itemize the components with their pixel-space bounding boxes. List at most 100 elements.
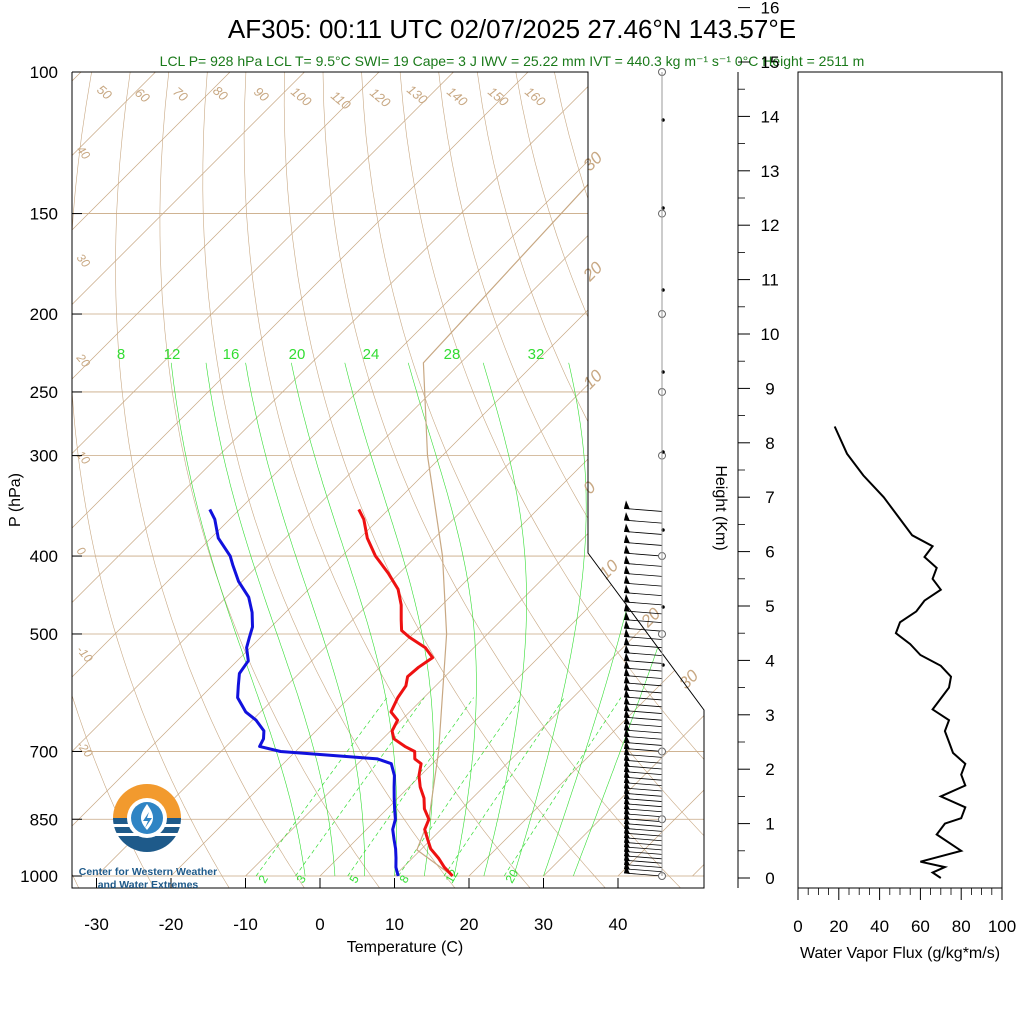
wind-barb-pennant bbox=[624, 620, 630, 630]
mixing-ratio-line bbox=[443, 697, 565, 877]
skewt-plot: 50 60 70 80 90 100 110 120 130 140 150 160403020100… bbox=[0, 63, 1024, 956]
flux-frame bbox=[797, 71, 1003, 889]
y-tick-label: 400 bbox=[30, 547, 58, 566]
wind-barb bbox=[623, 776, 663, 781]
height-tick-label: 13 bbox=[761, 162, 780, 181]
isotherm-line bbox=[72, 72, 231, 877]
wind-barb bbox=[623, 652, 663, 657]
logo-badge bbox=[113, 784, 181, 852]
dry-adiabat-label: 110 bbox=[328, 88, 354, 113]
dry-adiabat-label: 100 bbox=[288, 84, 315, 110]
dry-adiabat-label: 90 bbox=[251, 84, 272, 105]
wind-barb bbox=[623, 837, 663, 842]
wind-barb bbox=[623, 582, 663, 587]
dry-adiabat-line bbox=[283, 72, 611, 888]
wind-barb bbox=[623, 864, 663, 868]
wind-barb bbox=[623, 855, 663, 860]
flux-x-axis-label: Water Vapor Flux (g/kg*m/s) bbox=[800, 945, 1000, 962]
y-tick-label: 150 bbox=[30, 205, 58, 224]
y-axis-label: P (hPa) bbox=[7, 473, 24, 527]
wind-barb bbox=[623, 808, 663, 813]
cw3e-logo: Center for Western Weather and Water Ext… bbox=[79, 784, 217, 891]
dry-adiabat-line bbox=[438, 72, 704, 888]
isotherm-label: 10 bbox=[74, 448, 94, 467]
wind-barb bbox=[623, 798, 663, 802]
flux-tick-label: 40 bbox=[870, 917, 889, 936]
wind-barb-pennant bbox=[624, 709, 630, 719]
wind-barb bbox=[623, 542, 663, 546]
dry-adiabat-line bbox=[243, 72, 535, 888]
flux-tick-label: 80 bbox=[952, 917, 971, 936]
height-tick-label: 11 bbox=[761, 271, 779, 290]
wind-barb bbox=[623, 592, 663, 597]
dry-adiabat-line bbox=[115, 72, 309, 888]
plot-frame bbox=[71, 71, 705, 889]
flux-tick-label: 20 bbox=[829, 917, 848, 936]
background-labels: 50 60 70 80 90 100 110 120 130 140 150 160403020100… bbox=[73, 82, 703, 886]
wind-barb bbox=[623, 696, 663, 701]
wind-barb-pennant bbox=[624, 565, 630, 575]
dry-adiabat-line bbox=[863, 72, 1024, 893]
wind-barb bbox=[623, 627, 663, 632]
sounding-lines bbox=[208, 72, 693, 878]
wind-barb bbox=[623, 818, 663, 823]
wind-barb-pennant bbox=[624, 667, 630, 677]
mixing-ratio-label: 12 bbox=[164, 346, 181, 363]
wind-barb-pennant bbox=[624, 695, 630, 705]
height-tick-label: 3 bbox=[765, 706, 774, 725]
mixing-ratio-label: 16 bbox=[223, 346, 240, 363]
chart-subtitle: LCL P= 928 hPa LCL T= 9.5°C SWI= 19 Cape… bbox=[160, 53, 865, 69]
dry-adiabat-line bbox=[709, 72, 1024, 893]
x-tick-label: 40 bbox=[609, 915, 628, 934]
wind-barb bbox=[623, 552, 663, 557]
height-tick-label: 7 bbox=[765, 488, 774, 507]
chart-title: AF305: 00:11 UTC 02/07/2025 27.46°N 143.… bbox=[228, 14, 796, 44]
dry-adiabat-label: 50 bbox=[94, 82, 115, 103]
wind-barb-pennant bbox=[624, 715, 630, 725]
x-tick-label: -20 bbox=[159, 915, 184, 934]
height-tick-label: 10 bbox=[761, 325, 780, 344]
moist-adiabat-line bbox=[205, 362, 336, 877]
isotherm-label-right: 20 bbox=[579, 258, 607, 286]
dry-adiabat-label: 140 bbox=[444, 84, 471, 110]
isotherm-line bbox=[767, 72, 1024, 876]
isotherm-line bbox=[72, 72, 704, 877]
dry-adiabat-line bbox=[0, 72, 6, 893]
isotherm-line bbox=[319, 72, 704, 877]
wind-barb-pennant bbox=[624, 555, 630, 565]
dry-adiabat-line bbox=[399, 72, 704, 888]
wind-barb-pennant bbox=[624, 628, 630, 638]
wind-barb bbox=[623, 748, 663, 752]
wind-barb-pennant bbox=[624, 688, 630, 698]
wind-barb bbox=[623, 771, 663, 776]
dry-adiabat-line bbox=[940, 72, 1024, 893]
x-tick-label: 20 bbox=[460, 915, 479, 934]
wind-barb-pennant bbox=[624, 545, 630, 555]
mixing-ratio-label: 5 bbox=[346, 872, 362, 885]
mixing-ratio-label: 32 bbox=[528, 346, 545, 363]
wind-barb bbox=[623, 660, 663, 664]
wind-barb bbox=[623, 841, 663, 846]
dry-adiabat-label: 150 bbox=[485, 84, 512, 110]
isotherm-line bbox=[617, 72, 704, 877]
isotherm-label-right: 30 bbox=[579, 148, 606, 175]
y-tick-label: 1000 bbox=[20, 867, 58, 886]
isotherm-label: 30 bbox=[74, 251, 94, 270]
wind-barb bbox=[623, 742, 663, 746]
wind-barb-pennant bbox=[624, 652, 630, 662]
dry-adiabat-label: 130 bbox=[404, 82, 431, 108]
x-tick-label: -30 bbox=[84, 915, 109, 934]
height-tick-label: 15 bbox=[761, 53, 780, 72]
wind-barb-pennant bbox=[624, 500, 630, 510]
height-tick-label: 5 bbox=[765, 597, 774, 616]
dry-adiabat-line bbox=[631, 72, 704, 888]
wind-barb bbox=[623, 610, 663, 615]
dry-adiabat-line bbox=[592, 72, 704, 888]
wind-barb bbox=[623, 675, 663, 679]
wind-barb-pennant bbox=[624, 660, 630, 670]
wind-barb bbox=[623, 803, 663, 808]
wind-barb bbox=[623, 601, 663, 606]
wind-barb bbox=[623, 827, 663, 832]
